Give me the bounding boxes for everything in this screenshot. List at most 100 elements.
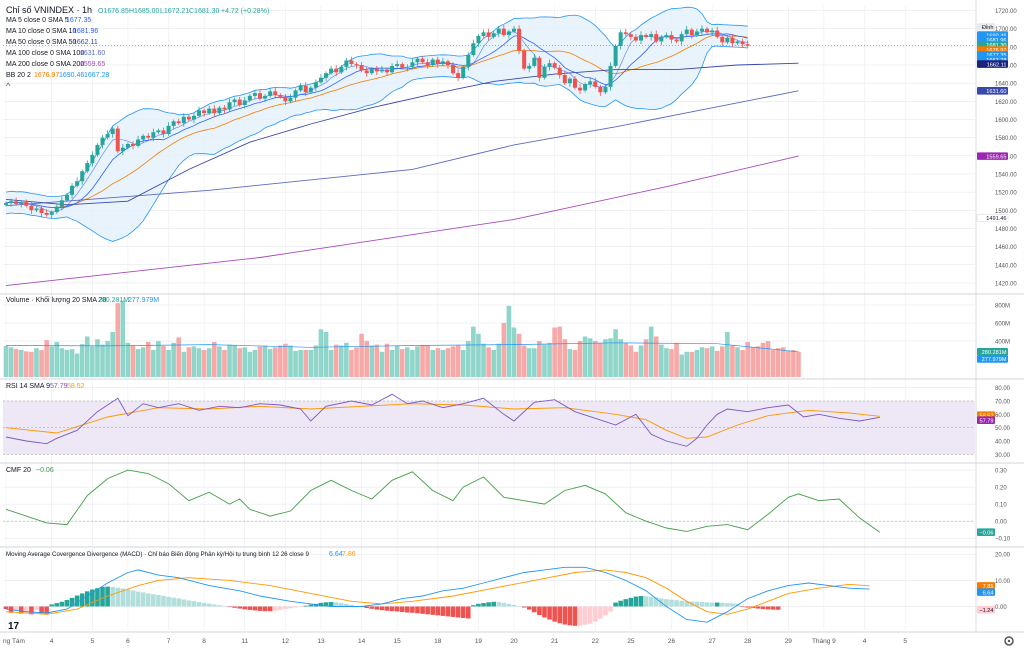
macd-histogram-bar — [242, 606, 248, 610]
cmf-line — [5, 469, 881, 533]
cmf-pane[interactable]: 0.300.200.100.00−0.10−0.06 — [3, 469, 1011, 543]
macd-histogram-bar — [267, 606, 273, 612]
volume-bar — [689, 351, 695, 377]
volume-bar — [760, 342, 766, 377]
volume-bar — [79, 344, 85, 377]
candle-body — [176, 121, 181, 124]
candle-body — [70, 185, 75, 195]
volume-bar — [628, 345, 634, 377]
rsi-legend-label[interactable]: RSI 14 SMA 9 — [6, 383, 50, 390]
candle-body — [583, 84, 588, 91]
candle-body — [191, 115, 196, 120]
price-pane[interactable]: 1720.001700.001680.001660.001640.001620.… — [3, 6, 1017, 287]
candle-body — [557, 67, 562, 76]
candle-body — [120, 147, 125, 152]
macd-histogram-bar — [389, 606, 395, 612]
price-axis-tag-box — [977, 152, 1008, 160]
collapse-legend-icon[interactable]: ^ — [6, 81, 11, 91]
volume-bar — [191, 346, 197, 377]
volume-bar — [476, 333, 481, 377]
macd-histogram-bar — [247, 606, 253, 610]
volume-bar — [572, 350, 578, 377]
volume-bar — [344, 342, 349, 377]
volume-bar — [765, 341, 771, 377]
volume-bar — [791, 350, 796, 377]
candle-body — [339, 66, 344, 73]
macd-histogram-bar — [430, 606, 436, 615]
volume-bar — [664, 348, 669, 377]
ma10-legend-label[interactable]: MA 10 close 0 SMA 10 — [6, 28, 77, 35]
volume-bar — [262, 345, 268, 377]
macd-histogram-bar — [298, 606, 303, 608]
volume-bar — [110, 332, 115, 377]
macd-histogram-bar — [399, 606, 405, 612]
ma50-legend-label[interactable]: MA 50 close 0 SMA 50 — [6, 39, 77, 46]
macd-signal-line — [5, 569, 870, 615]
macd-histogram-bar — [460, 606, 466, 618]
candle-body — [725, 37, 730, 43]
candle-body — [268, 91, 273, 96]
volume-bar — [521, 345, 527, 377]
candle-body — [608, 65, 613, 87]
volume-bar — [181, 351, 187, 377]
macd-histogram-bar — [572, 606, 578, 626]
volume-legend-label[interactable]: Volume · Khối lượng 20 SMA 20 — [6, 295, 106, 304]
candle-body — [476, 35, 481, 44]
symbol-title[interactable]: Chỉ số VNINDEX · 1h — [6, 5, 92, 15]
volume-bar — [598, 342, 603, 377]
candle-body — [354, 64, 359, 66]
volume-bar — [714, 350, 720, 377]
candle-body — [181, 116, 186, 124]
cmf-legend-label[interactable]: CMF 20 — [6, 467, 31, 474]
volume-bar — [618, 339, 623, 377]
macd-histogram-bar — [161, 595, 166, 607]
macd-histogram-bar — [740, 606, 745, 608]
volume-bar — [171, 342, 176, 377]
macd-histogram-bar — [562, 606, 568, 625]
volume-bar — [562, 339, 568, 377]
volume-bar — [90, 346, 95, 377]
change-readout: +4.72 (+0.28%) — [221, 8, 269, 15]
ma100-legend-label[interactable]: MA 100 close 0 SMA 100 — [6, 50, 84, 57]
bb-legend-label[interactable]: BB 20 2 — [6, 72, 31, 79]
macd-histogram-bar — [618, 600, 623, 607]
price-tick-label: 1440.00 — [995, 263, 1017, 269]
price-tick-label: 1700.00 — [995, 27, 1017, 33]
macd-histogram-bar — [191, 601, 197, 607]
candle-body — [694, 31, 699, 36]
candle-body — [207, 108, 212, 114]
rsi-tick-label: 50.00 — [995, 426, 1011, 432]
volume-bar — [313, 345, 319, 377]
macd-legend-label[interactable]: Moving Average Covergence Divergence (MA… — [6, 551, 309, 558]
volume-bar — [659, 344, 664, 377]
macd-histogram-bar — [415, 606, 420, 614]
macd-tick-label: 0.00 — [995, 605, 1007, 611]
volume-bar — [471, 326, 476, 377]
candle-body — [623, 32, 628, 35]
time-tick-label: 21 — [551, 638, 559, 645]
macd-histogram-bar — [506, 603, 512, 607]
ma5-legend-label[interactable]: MA 5 close 0 SMA 5 — [6, 17, 69, 24]
time-tick-label: 5 — [91, 638, 95, 645]
candle-body — [4, 203, 8, 205]
settings-gear-icon[interactable] — [1004, 636, 1014, 646]
candle-body — [445, 61, 450, 66]
candle-body — [161, 130, 166, 135]
volume-bar — [196, 348, 202, 377]
candle-body — [151, 132, 156, 138]
candle-body — [730, 37, 735, 44]
time-axis[interactable]: ng Tám 4 5 6 7 8 11 12 13 14 15 18 19 20 21 22 25 26 27 28 2… — [3, 638, 907, 645]
ma200-legend-label[interactable]: MA 200 close 0 SMA 200 — [6, 61, 84, 68]
candle-body — [562, 75, 567, 84]
candle-body — [212, 108, 217, 114]
price-axis-tag: 1681.96 — [986, 38, 1006, 44]
macd-histogram-bar — [283, 606, 288, 610]
ma50-line — [5, 62, 799, 206]
volume-bar — [623, 342, 629, 377]
candle-body — [90, 154, 95, 164]
volume-bar — [567, 349, 573, 377]
